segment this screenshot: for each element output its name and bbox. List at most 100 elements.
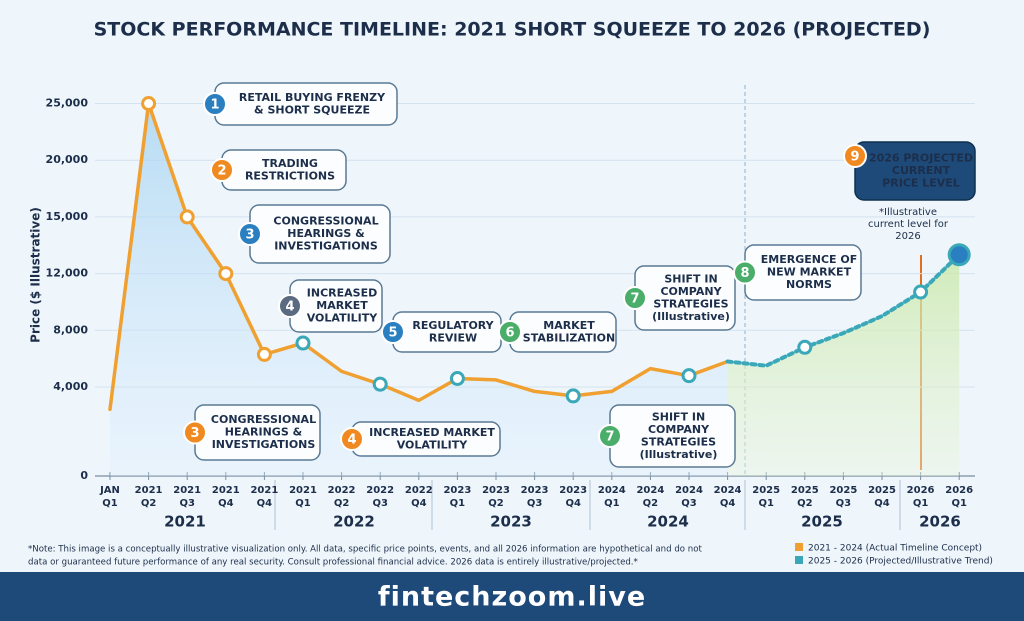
annotation-text: NORMS	[786, 278, 832, 291]
chart-title: STOCK PERFORMANCE TIMELINE: 2021 SHORT S…	[94, 19, 931, 41]
x-tick-label: Q1	[295, 498, 311, 509]
annotation-badge	[183, 420, 207, 445]
event-marker	[947, 243, 971, 267]
year-label: 2022	[333, 513, 375, 531]
annotation-text: REGULATORY	[412, 319, 494, 332]
x-tick-label: Q4	[874, 498, 890, 509]
x-tick-label: 2025	[829, 485, 857, 496]
annotation-badge	[340, 427, 364, 451]
x-tick-label: Q4	[411, 498, 427, 509]
x-tick-label: 2022	[405, 485, 433, 496]
note: *Note: This image is a conceptually illu…	[28, 545, 702, 555]
annotation-number: 1	[210, 98, 219, 113]
annotation-text: 2026 PROJECTED	[869, 152, 973, 165]
series-line	[108, 101, 730, 412]
illustrative-note: 2026	[895, 231, 920, 242]
x-tick-label: 2024	[636, 485, 664, 496]
year-label: 2024	[647, 513, 689, 531]
x-tick-label: 2026	[945, 485, 973, 496]
year-label: 2023	[490, 513, 532, 531]
y-tick-label: 4,000	[53, 380, 88, 393]
event-marker	[565, 388, 581, 404]
annotation-text: MARKET	[543, 319, 595, 332]
annotation-text: COMPANY	[648, 423, 710, 436]
annotation-text: CONGRESSIONAL	[211, 413, 316, 426]
x-tick-label: 2021	[212, 485, 240, 496]
annotation-badge	[623, 286, 647, 310]
annotation-number: 3	[190, 426, 199, 441]
event-marker	[141, 96, 157, 111]
x-tick-label: 2022	[366, 485, 394, 496]
illustrative-note: current level for	[868, 219, 949, 230]
y-tick-label: 25,000	[46, 97, 89, 110]
y-tick-label: 0	[80, 469, 88, 482]
series-area	[110, 103, 728, 476]
x-tick-label: 2026	[907, 485, 935, 496]
x-tick-label: 2023	[521, 485, 549, 496]
annotation-text: VOLATILITY	[307, 312, 379, 325]
annotation-text: HEARINGS &	[287, 227, 365, 240]
annotation-text: INVESTIGATIONS	[212, 438, 316, 451]
x-tick-label: Q1	[102, 498, 118, 509]
footer-band	[0, 572, 1024, 621]
x-tick-label: Q3	[372, 498, 388, 509]
year-label: 2026	[919, 513, 961, 531]
illustrative-note: *Illustrative	[879, 207, 937, 218]
note: data or guaranteed future performance of…	[28, 558, 639, 568]
x-tick-label: 2023	[443, 485, 471, 496]
x-tick-label: Q1	[450, 498, 466, 509]
y-tick-label: 12,000	[46, 267, 89, 280]
x-tick-label: 2024	[598, 485, 626, 496]
event-marker	[449, 370, 465, 386]
event-marker	[913, 284, 929, 300]
x-tick-label: 2021	[289, 485, 317, 496]
annotation-box	[854, 141, 976, 201]
annotation-text: RETAIL BUYING FRENZY	[239, 91, 386, 104]
annotation-badge	[203, 92, 227, 116]
series-area	[727, 254, 960, 476]
year-label: 2021	[164, 513, 206, 531]
x-tick-label: JAN	[99, 485, 120, 496]
x-tick-label: 2025	[752, 485, 780, 496]
x-tick-label: 2021	[173, 485, 201, 496]
annotation-text: HEARINGS &	[225, 426, 303, 439]
annotation-text: STRATEGIES	[653, 297, 728, 310]
annotation-number: 8	[740, 266, 749, 281]
x-tick-label: 2023	[559, 485, 587, 496]
annotation-number: 2	[217, 164, 226, 179]
annotation-number: 3	[245, 228, 254, 243]
annotation-text: MARKET	[316, 299, 368, 312]
annotation-badge	[598, 424, 622, 448]
annotation-number: 7	[630, 292, 639, 307]
x-tick-label: Q1	[758, 498, 774, 509]
annotation-badge	[210, 158, 234, 182]
annotation-number: 9	[850, 150, 859, 165]
footer: fintechzoom.live	[378, 582, 646, 613]
x-tick-label: Q1	[913, 498, 929, 509]
x-tick-label: Q3	[179, 498, 195, 509]
x-tick-label: 2021	[135, 485, 163, 496]
y-tick-label: 15,000	[46, 210, 89, 223]
annotation-text: REVIEW	[429, 331, 477, 344]
annotation-text: PRICE LEVEL	[882, 177, 960, 190]
x-tick-label: Q2	[141, 498, 157, 509]
annotation-text: STRATEGIES	[641, 435, 716, 448]
annotation-text: (Illustrative)	[652, 310, 730, 323]
annotation-text: COMPANY	[660, 285, 722, 298]
x-tick-label: 2021	[250, 485, 278, 496]
x-tick-label: Q1	[951, 498, 967, 509]
annotation-badge	[381, 320, 405, 344]
x-tick-label: Q2	[334, 498, 350, 509]
x-tick-label: Q3	[527, 498, 543, 509]
annotation-text: TRADING	[262, 157, 318, 170]
x-tick-label: Q4	[218, 498, 234, 509]
x-tick-label: Q2	[797, 498, 813, 509]
x-tick-label: 2023	[482, 485, 510, 496]
annotation-badge	[733, 260, 757, 285]
annotation-text: INVESTIGATIONS	[274, 240, 378, 253]
annotation-number: 5	[388, 326, 397, 341]
x-tick-label: Q4	[565, 498, 581, 509]
x-tick-label: Q4	[720, 498, 736, 509]
annotation-number: 6	[505, 326, 514, 341]
